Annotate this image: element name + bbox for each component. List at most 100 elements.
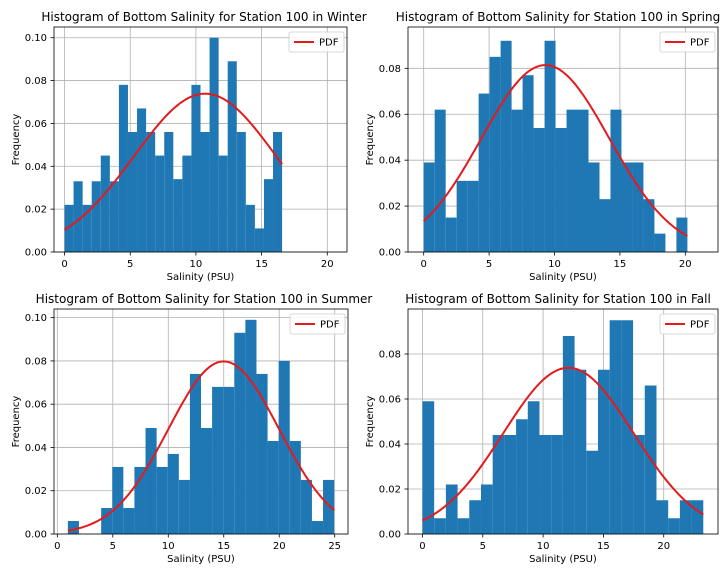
- x-tick-label: 20: [679, 259, 692, 270]
- x-tick-label: 5: [480, 541, 486, 552]
- x-tick-label: 5: [486, 259, 492, 270]
- histogram-bar: [500, 40, 512, 252]
- histogram-bar: [227, 61, 237, 253]
- histogram-bar: [577, 109, 589, 252]
- y-tick-label: 0.04: [379, 156, 401, 167]
- y-tick-label: 0.10: [25, 33, 47, 44]
- histogram-bar: [544, 40, 556, 252]
- histogram-bar: [533, 128, 545, 252]
- histogram-bar: [654, 233, 666, 252]
- pdf-curve: [423, 64, 688, 237]
- histogram-bar: [434, 518, 446, 534]
- y-tick-label: 0.08: [25, 356, 47, 367]
- histogram-bar: [137, 108, 147, 252]
- histogram-bar: [101, 508, 113, 534]
- x-tick-label: 0: [421, 259, 427, 270]
- x-tick-label: 10: [162, 541, 175, 552]
- x-tick-label: 10: [190, 259, 203, 270]
- histogram-bar: [254, 228, 264, 252]
- x-tick-label: 5: [127, 259, 133, 270]
- pdf-curve: [63, 92, 283, 231]
- y-axis-label: Frequency: [11, 396, 22, 448]
- x-axis-label: Salinity (PSU): [529, 554, 597, 565]
- x-tick-label: 10: [537, 541, 550, 552]
- histogram-bar: [236, 132, 246, 252]
- legend: PDF: [659, 31, 716, 53]
- histogram-bar: [469, 500, 481, 534]
- y-tick-label: 0.00: [25, 530, 47, 541]
- histogram-bar: [522, 75, 534, 252]
- y-tick-label: 0.06: [25, 400, 47, 411]
- histogram-bar: [200, 132, 210, 252]
- histogram-bar: [323, 479, 335, 534]
- histogram-bar: [492, 435, 505, 534]
- histogram-bar: [566, 109, 578, 252]
- chart-title: Histogram of Bottom Salinity for Station…: [36, 292, 373, 306]
- histogram-bar: [146, 132, 156, 252]
- histogram-bar: [109, 181, 119, 252]
- histogram-bar: [64, 204, 74, 252]
- histogram-bar: [245, 204, 255, 252]
- histogram-bar: [456, 180, 468, 252]
- y-tick-label: 0.02: [379, 485, 401, 496]
- histogram-bar: [574, 369, 587, 534]
- x-tick-label: 5: [110, 541, 116, 552]
- y-axis-label: Frequency: [365, 114, 376, 166]
- legend-box: [659, 313, 716, 335]
- y-tick-label: 0.04: [379, 440, 401, 451]
- plot-frame: [53, 26, 348, 253]
- histogram-bar: [445, 217, 457, 252]
- histogram-bar: [633, 435, 645, 534]
- histogram-bar: [586, 450, 598, 534]
- histogram-bar: [632, 162, 644, 252]
- histogram-bar: [212, 386, 224, 534]
- histogram-bar: [73, 181, 83, 252]
- histogram-bar: [145, 427, 157, 534]
- legend-label: PDF: [320, 320, 340, 331]
- x-axis-label: Salinity (PSU): [529, 272, 597, 283]
- histogram-bar: [191, 84, 201, 252]
- histogram-bar: [599, 199, 611, 252]
- histogram-bar: [164, 132, 174, 252]
- histogram-bar: [256, 373, 268, 534]
- histogram-bar: [516, 419, 528, 534]
- histogram-bar: [300, 479, 312, 534]
- pdf-curve: [422, 366, 704, 522]
- histogram-bar: [511, 109, 523, 252]
- histogram-bar: [691, 500, 704, 534]
- legend: PDF: [289, 313, 346, 335]
- legend-box: [289, 313, 346, 335]
- y-tick-label: 0.00: [379, 530, 401, 541]
- histogram-bar: [209, 37, 219, 252]
- y-tick-label: 0.06: [379, 395, 401, 406]
- y-tick-label: 0.02: [25, 486, 47, 497]
- histogram-bar: [457, 518, 470, 534]
- histogram-bar: [597, 369, 610, 534]
- y-tick-label: 0.10: [25, 313, 47, 324]
- histogram-bar: [668, 518, 680, 534]
- histogram-bar: [311, 521, 324, 534]
- y-tick-label: 0.04: [25, 162, 47, 173]
- x-tick-label: 0: [61, 259, 67, 270]
- histogram-bar: [504, 435, 517, 534]
- plot-frame: [407, 308, 719, 535]
- x-tick-label: 20: [321, 259, 334, 270]
- histogram-bar: [679, 500, 692, 534]
- histogram-bar: [156, 466, 168, 534]
- histogram-bar: [527, 401, 540, 534]
- histogram-bar: [82, 204, 92, 252]
- y-tick-label: 0.08: [25, 76, 47, 87]
- histogram-bar: [423, 162, 435, 252]
- chart-title: Histogram of Bottom Salinity for Station…: [405, 292, 711, 306]
- legend-box: [659, 31, 716, 53]
- histogram-bar: [182, 155, 192, 252]
- y-tick-label: 0.08: [379, 350, 401, 361]
- chart-title: Histogram of Bottom Salinity for Station…: [396, 10, 720, 24]
- x-axis-label: Salinity (PSU): [167, 554, 235, 565]
- x-tick-label: 20: [657, 541, 670, 552]
- histogram-bar: [112, 466, 124, 534]
- histogram-bar: [609, 320, 622, 534]
- x-tick-label: 15: [217, 541, 230, 552]
- y-tick-label: 0.06: [25, 119, 47, 130]
